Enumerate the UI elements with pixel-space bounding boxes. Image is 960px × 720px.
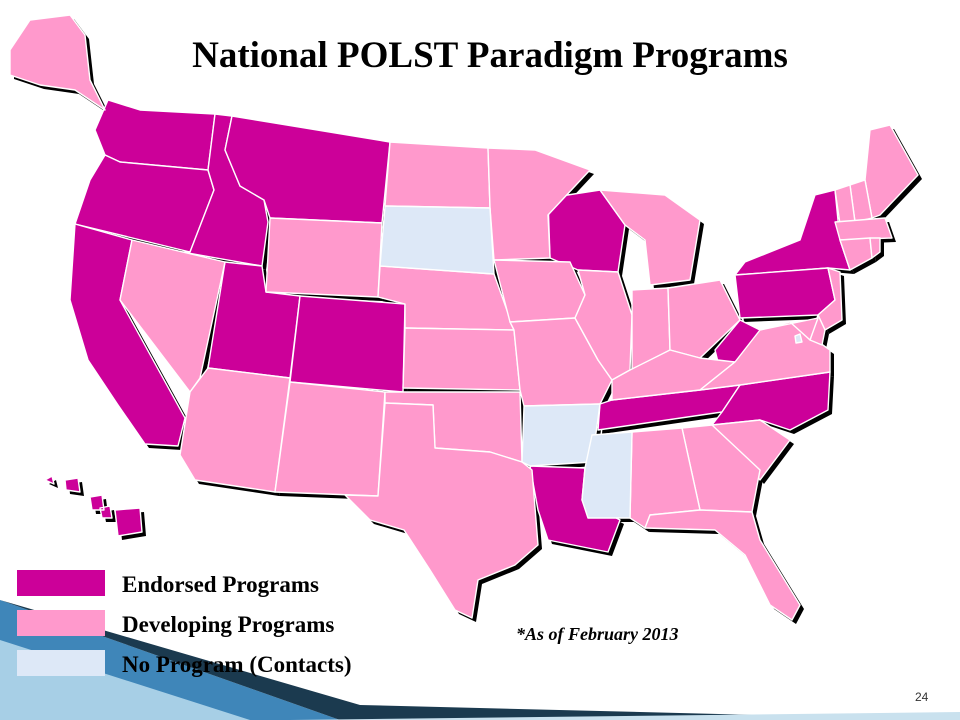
state-md bbox=[759, 317, 819, 341]
state-ny bbox=[734, 189, 851, 276]
state-nd bbox=[384, 141, 491, 209]
state-sd bbox=[379, 205, 495, 275]
state-nm bbox=[274, 381, 386, 497]
state-co bbox=[289, 295, 406, 393]
legend-label-developing: Developing Programs bbox=[122, 612, 335, 637]
state-hi bbox=[44, 475, 143, 537]
state-ks bbox=[402, 327, 521, 391]
legend-swatch-endorsed bbox=[17, 570, 105, 596]
slide-title: National POLST Paradigm Programs bbox=[192, 35, 788, 76]
state-ar bbox=[521, 403, 601, 467]
state-wy bbox=[265, 217, 383, 298]
state-ri bbox=[869, 237, 881, 259]
state-ky bbox=[611, 349, 736, 401]
page-number: 24 bbox=[915, 690, 929, 704]
state-pa bbox=[734, 267, 836, 319]
state-az bbox=[179, 367, 291, 493]
date-note: *As of February 2013 bbox=[516, 624, 679, 644]
state-fl bbox=[644, 509, 801, 621]
state-ak bbox=[9, 14, 106, 111]
state-ia bbox=[493, 259, 586, 323]
state-oh bbox=[667, 279, 741, 359]
legend-label-none: No Program (Contacts) bbox=[122, 652, 352, 677]
state-tx bbox=[344, 402, 539, 619]
state-dc bbox=[794, 333, 803, 344]
state-ma bbox=[834, 217, 893, 241]
map-states bbox=[9, 14, 919, 621]
legend-swatch-none bbox=[17, 650, 105, 676]
state-mi bbox=[599, 189, 701, 286]
legend-swatch-developing bbox=[17, 610, 105, 636]
legend-label-endorsed: Endorsed Programs bbox=[122, 572, 319, 597]
state-ms bbox=[581, 431, 633, 519]
